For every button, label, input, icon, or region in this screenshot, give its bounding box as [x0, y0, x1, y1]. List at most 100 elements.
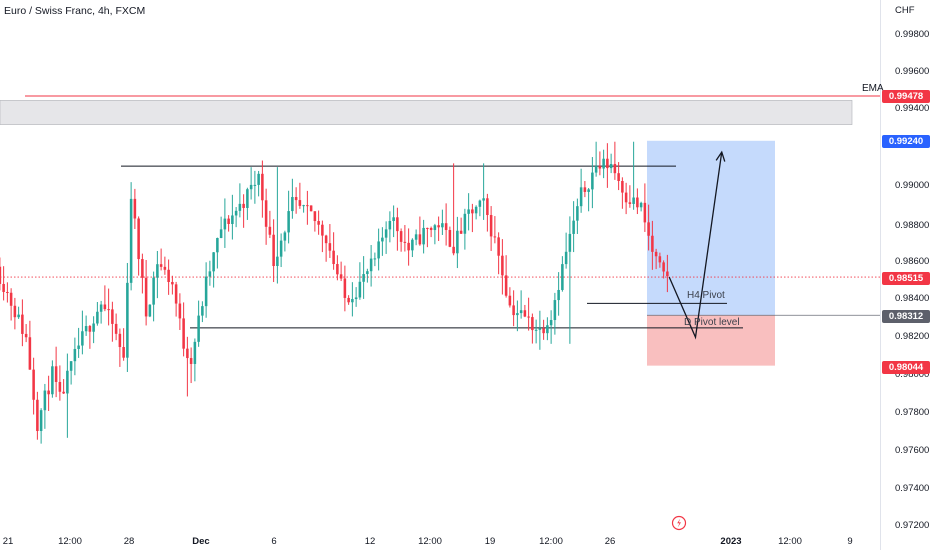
price-tick: 0.98200: [895, 331, 930, 342]
candle-body: [396, 217, 399, 232]
candle-body: [6, 291, 9, 293]
candle-body: [647, 222, 650, 236]
candle-body: [186, 348, 189, 359]
candle-body: [238, 203, 242, 211]
candle-body: [234, 210, 238, 216]
candle-body: [178, 303, 182, 319]
candle-body: [96, 311, 99, 324]
candle-body: [36, 399, 39, 432]
candle-body: [0, 266, 2, 284]
candle-body: [602, 158, 605, 169]
candle-body: [246, 189, 249, 208]
candle-body: [388, 220, 392, 230]
candle-body: [381, 237, 384, 242]
projection-path[interactable]: [668, 151, 723, 340]
candle-body: [336, 264, 339, 275]
symbol-legend[interactable]: Euro / Swiss Franc, 4h, FXCM: [4, 5, 146, 17]
candle-body: [497, 237, 500, 256]
candle-body: [47, 390, 50, 395]
daily-pivot-label[interactable]: D Pivot level: [684, 317, 740, 328]
time-tick: 9: [847, 536, 853, 547]
time-tick: 12:00: [418, 536, 442, 547]
candle-body: [257, 173, 260, 185]
candle-body: [148, 304, 152, 317]
candle-body: [24, 333, 28, 338]
candle-body: [433, 225, 437, 231]
candle-body: [351, 299, 354, 303]
candle-body: [324, 235, 328, 244]
candle-body: [501, 255, 504, 276]
candle-body: [666, 271, 669, 277]
candle-body: [107, 309, 110, 311]
candle-body: [51, 366, 54, 395]
candle-body: [471, 209, 474, 214]
candle-body: [302, 205, 305, 207]
candle-body: [407, 242, 410, 251]
candle-body: [523, 310, 527, 317]
candle-body: [576, 206, 579, 221]
candle-body: [594, 166, 598, 173]
candle-body: [9, 292, 13, 306]
candle-body: [171, 281, 174, 285]
candle-body: [129, 198, 133, 283]
candle-body: [549, 320, 553, 326]
candle-body: [546, 325, 549, 334]
ema-label[interactable]: EMA: [862, 83, 884, 94]
candle-body: [504, 275, 508, 296]
candle-body: [591, 172, 594, 190]
candle-body: [369, 258, 373, 272]
candle-body: [298, 200, 302, 206]
candles[interactable]: [0, 141, 669, 444]
h4-pivot-label[interactable]: H4 Pivot: [687, 290, 725, 301]
candle-body: [354, 297, 358, 300]
candle-body: [291, 197, 294, 212]
time-tick: 19: [484, 536, 496, 547]
time-tick: 28: [123, 536, 135, 547]
candle-body: [553, 300, 557, 321]
candle-body: [182, 318, 185, 349]
candle-body: [422, 227, 425, 245]
price-tick: 0.99000: [895, 180, 930, 191]
supply-zone[interactable]: [0, 100, 853, 125]
candle-body: [66, 370, 69, 394]
candle-body: [613, 164, 617, 174]
stop-price-badge: 0.98044: [882, 361, 930, 374]
candle-body: [441, 223, 444, 228]
candle-body: [58, 381, 62, 392]
candle-body: [456, 230, 459, 254]
candle-body: [167, 269, 170, 282]
candle-body: [111, 309, 114, 324]
candle-body: [294, 197, 298, 201]
price-tick: 0.99600: [895, 66, 930, 77]
price-tick: 0.98800: [895, 220, 930, 231]
stop-zone[interactable]: [647, 315, 775, 366]
entry-price-badge: 0.98312: [882, 310, 930, 323]
candle-body: [81, 331, 84, 346]
candle-body: [478, 200, 482, 207]
candle-body: [463, 213, 467, 234]
price-tick: 0.98000: [895, 369, 930, 380]
candle-body: [643, 202, 647, 223]
candle-body: [568, 233, 572, 252]
candle-body: [193, 341, 197, 364]
candle-body: [459, 230, 463, 234]
candle-body: [144, 277, 148, 317]
candle-body: [426, 227, 429, 229]
candle-body: [223, 218, 227, 230]
time-tick: 12: [364, 536, 376, 547]
time-tick: 21: [2, 536, 14, 547]
candle-body: [658, 256, 662, 263]
candle-body: [43, 390, 47, 411]
candle-body: [216, 238, 219, 253]
candle-body: [126, 282, 129, 358]
candle-body: [114, 323, 118, 334]
candle-body: [366, 271, 369, 275]
tradingview-logo-icon[interactable]: [671, 515, 687, 531]
price-tick: 0.97400: [895, 483, 930, 494]
candle-body: [399, 231, 403, 242]
candle-body: [39, 410, 43, 432]
time-tick: Dec: [192, 536, 210, 547]
candle-body: [2, 283, 5, 292]
